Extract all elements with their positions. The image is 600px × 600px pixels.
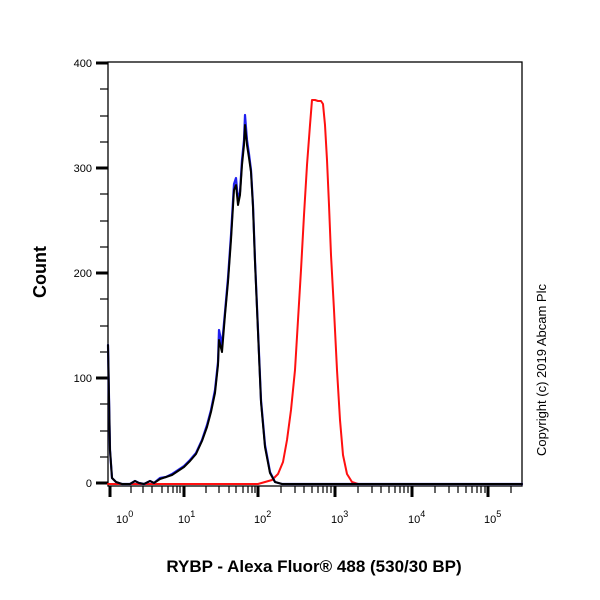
x-tick-1e2: 102 [254, 509, 271, 526]
y-tick-300: 300 [74, 163, 92, 175]
series-isotype-black [107, 124, 523, 485]
copyright-notice: Copyright (c) 2019 Abcam Plc [534, 284, 549, 456]
series-rybp-red [107, 99, 523, 485]
y-tick-labels: 0 100 200 300 400 [74, 58, 92, 490]
x-tick-1e5: 105 [484, 509, 501, 526]
y-axis-label: Count [30, 246, 50, 298]
x-axis [108, 486, 512, 497]
series-unlabelled-blue [106, 113, 524, 486]
plot-frame [107, 61, 523, 487]
x-tick-1e1: 101 [178, 509, 195, 526]
x-tick-1e0: 100 [116, 509, 133, 526]
y-tick-200: 200 [74, 268, 92, 280]
x-tick-labels: 100 101 102 103 104 105 [116, 509, 501, 526]
y-axis [96, 61, 108, 485]
y-tick-100: 100 [74, 373, 92, 385]
x-axis-label: RYBP - Alexa Fluor® 488 (530/30 BP) [166, 557, 461, 576]
y-tick-400: 400 [74, 58, 92, 70]
y-tick-0: 0 [86, 478, 92, 490]
histogram-curves [106, 99, 524, 486]
x-tick-1e3: 103 [331, 509, 348, 526]
x-tick-1e4: 104 [408, 509, 425, 526]
